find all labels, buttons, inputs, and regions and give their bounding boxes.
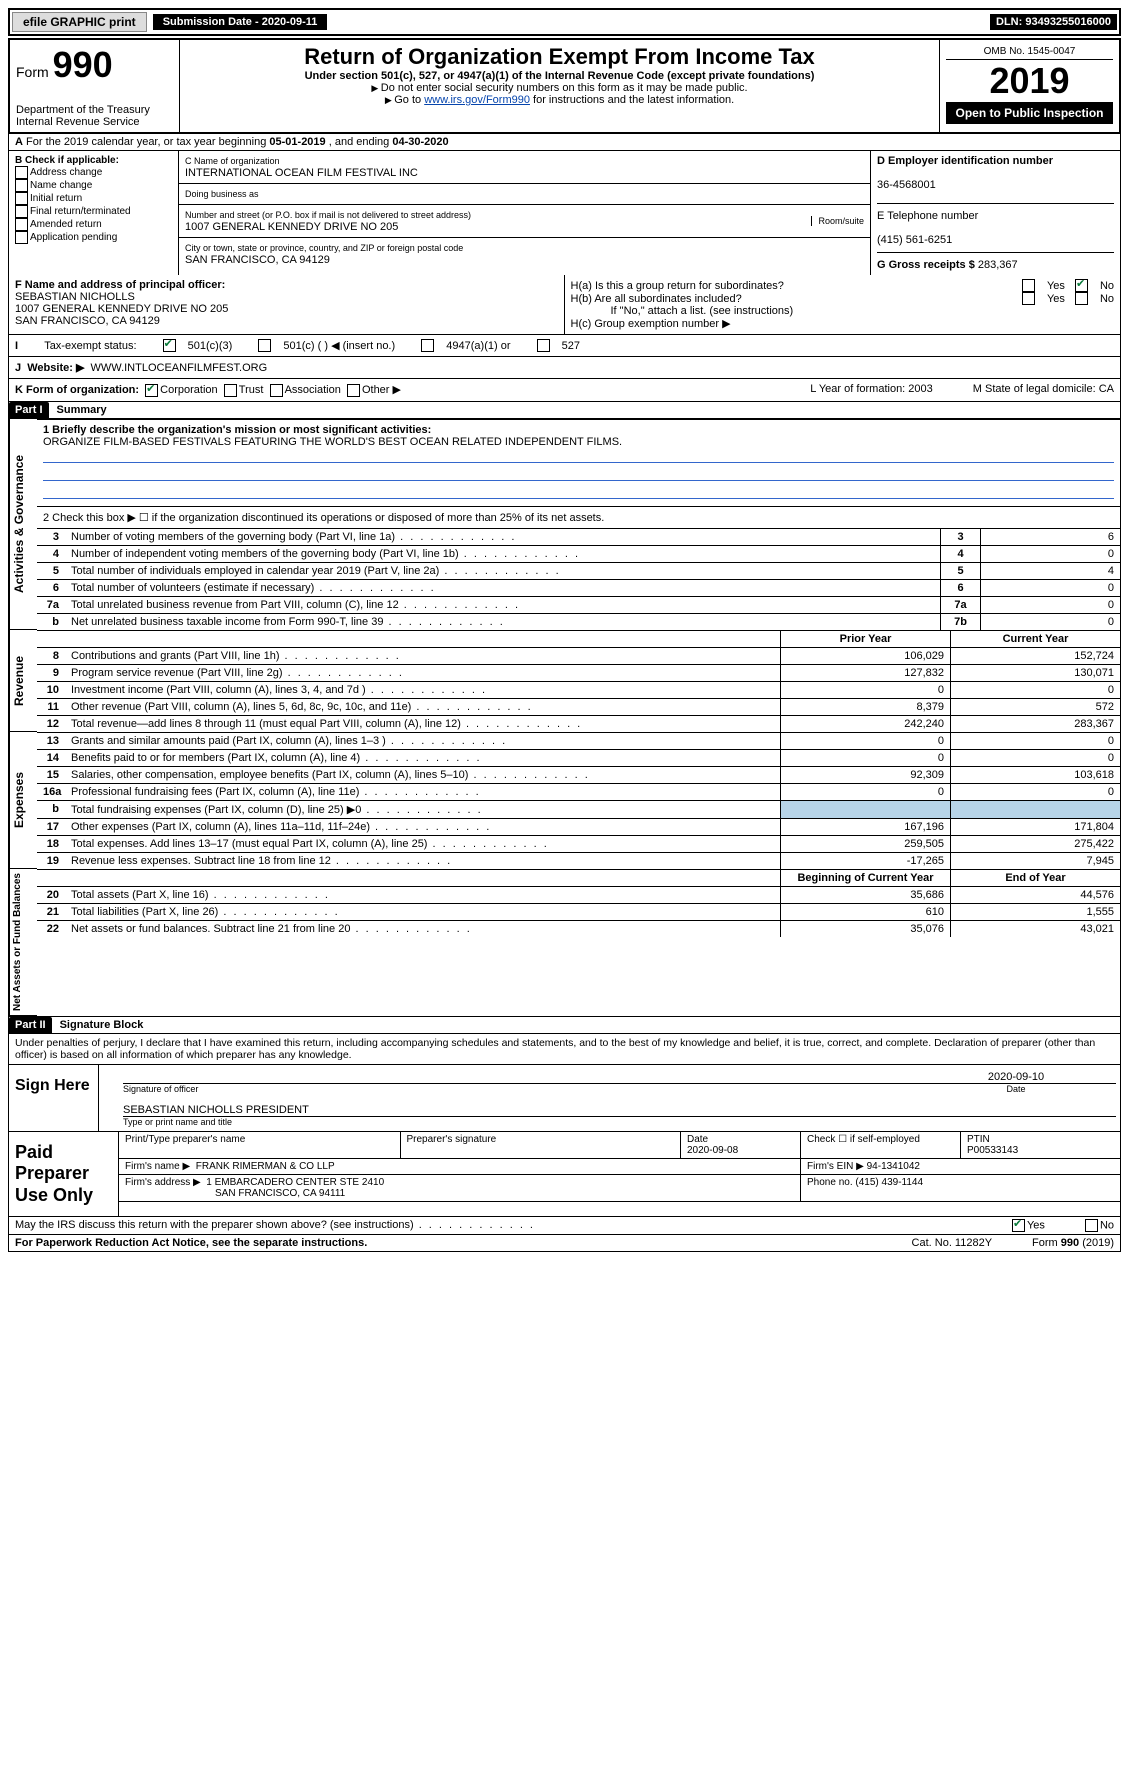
- state-domicile: M State of legal domicile: CA: [973, 383, 1114, 397]
- table-row: 3Number of voting members of the governi…: [37, 528, 1120, 545]
- top-toolbar: efile GRAPHIC print Submission Date - 20…: [8, 8, 1121, 36]
- year-formation: L Year of formation: 2003: [810, 383, 933, 397]
- firm-addr2: SAN FRANCISCO, CA 94111: [215, 1188, 345, 1199]
- table-row: 19Revenue less expenses. Subtract line 1…: [37, 852, 1120, 869]
- form-note1: Do not enter social security numbers on …: [186, 82, 933, 94]
- table-row: 13Grants and similar amounts paid (Part …: [37, 732, 1120, 749]
- sign-here-block: Sign Here 2020-09-10 Signature of office…: [8, 1065, 1121, 1132]
- table-row: bNet unrelated business taxable income f…: [37, 613, 1120, 630]
- table-row: 20Total assets (Part X, line 16)35,68644…: [37, 886, 1120, 903]
- expenses-label: Expenses: [9, 732, 37, 869]
- row-i-tax-status: I Tax-exempt status: 501(c)(3) 501(c) ( …: [8, 335, 1121, 357]
- website-value: WWW.INTLOCEANFILMFEST.ORG: [91, 362, 268, 374]
- summary-revenue: Revenue Prior YearCurrent Year 8Contribu…: [8, 630, 1121, 732]
- part2-header: Part II Signature Block: [8, 1017, 1121, 1034]
- gross-receipts: 283,367: [978, 259, 1018, 271]
- form-note2: Go to www.irs.gov/Form990 for instructio…: [186, 94, 933, 106]
- table-row: 7aTotal unrelated business revenue from …: [37, 596, 1120, 613]
- perjury-declaration: Under penalties of perjury, I declare th…: [8, 1034, 1121, 1065]
- table-row: 22Net assets or fund balances. Subtract …: [37, 920, 1120, 937]
- governance-label: Activities & Governance: [9, 419, 37, 630]
- org-city: SAN FRANCISCO, CA 94129: [185, 254, 330, 266]
- submission-date-badge: Submission Date - 2020-09-11: [153, 14, 328, 30]
- form-number: Form 990: [16, 44, 173, 86]
- firm-ein: 94-1341042: [867, 1161, 920, 1172]
- tax-year: 2019: [946, 60, 1113, 102]
- efile-print-button[interactable]: efile GRAPHIC print: [12, 12, 147, 32]
- table-row: 9Program service revenue (Part VIII, lin…: [37, 664, 1120, 681]
- table-row: 14Benefits paid to or for members (Part …: [37, 749, 1120, 766]
- summary-netassets: Net Assets or Fund Balances Beginning of…: [8, 869, 1121, 1017]
- treasury-label: Department of the Treasury Internal Reve…: [16, 104, 173, 128]
- row-j-website: J Website: ▶ WWW.INTLOCEANFILMFEST.ORG: [8, 357, 1121, 379]
- cat-number: Cat. No. 11282Y: [912, 1237, 993, 1249]
- summary-governance: Activities & Governance 1 Briefly descri…: [8, 419, 1121, 630]
- section-fh: F Name and address of principal officer:…: [8, 275, 1121, 335]
- table-row: 15Salaries, other compensation, employee…: [37, 766, 1120, 783]
- table-row: 6Total number of volunteers (estimate if…: [37, 579, 1120, 596]
- section-a-tax-year: A For the 2019 calendar year, or tax yea…: [8, 134, 1121, 151]
- officer-name: SEBASTIAN NICHOLLS PRESIDENT: [123, 1104, 309, 1116]
- table-row: 16aProfessional fundraising fees (Part I…: [37, 783, 1120, 800]
- preparer-date: 2020-09-08: [687, 1145, 738, 1156]
- table-row: 11Other revenue (Part VIII, column (A), …: [37, 698, 1120, 715]
- box-c: C Name of organization INTERNATIONAL OCE…: [179, 151, 870, 275]
- form-title: Return of Organization Exempt From Incom…: [186, 44, 933, 70]
- box-h: H(a) Is this a group return for subordin…: [565, 275, 1121, 334]
- table-row: 10Investment income (Part VIII, column (…: [37, 681, 1120, 698]
- open-to-public-badge: Open to Public Inspection: [946, 102, 1113, 124]
- org-street: 1007 GENERAL KENNEDY DRIVE NO 205: [185, 221, 398, 233]
- mission-text: ORGANIZE FILM-BASED FESTIVALS FEATURING …: [43, 436, 1114, 448]
- row-klm: K Form of organization: Corporation Trus…: [8, 379, 1121, 402]
- page-footer: For Paperwork Reduction Act Notice, see …: [8, 1235, 1121, 1252]
- table-row: 21Total liabilities (Part X, line 26)610…: [37, 903, 1120, 920]
- form-subtitle: Under section 501(c), 527, or 4947(a)(1)…: [186, 70, 933, 82]
- irs-link[interactable]: www.irs.gov/Form990: [424, 94, 530, 106]
- table-row: 5Total number of individuals employed in…: [37, 562, 1120, 579]
- ptin-value: P00533143: [967, 1145, 1018, 1156]
- box-f: F Name and address of principal officer:…: [9, 275, 565, 334]
- box-b: B Check if applicable: Address change Na…: [9, 151, 179, 275]
- table-row: 4Number of independent voting members of…: [37, 545, 1120, 562]
- table-row: 18Total expenses. Add lines 13–17 (must …: [37, 835, 1120, 852]
- part1-header: Part I Summary: [8, 402, 1121, 419]
- firm-name: FRANK RIMERMAN & CO LLP: [196, 1161, 335, 1172]
- table-row: 8Contributions and grants (Part VIII, li…: [37, 647, 1120, 664]
- ein-value: 36-4568001: [877, 179, 936, 191]
- box-deg: D Employer identification number 36-4568…: [870, 151, 1120, 275]
- firm-addr1: 1 EMBARCADERO CENTER STE 2410: [206, 1177, 384, 1188]
- form-header: Form 990 Department of the Treasury Inte…: [8, 38, 1121, 134]
- dln-badge: DLN: 93493255016000: [990, 14, 1117, 30]
- paid-preparer-block: Paid Preparer Use Only Print/Type prepar…: [8, 1132, 1121, 1218]
- sign-date: 2020-09-10: [916, 1071, 1116, 1083]
- firm-phone: (415) 439-1144: [855, 1177, 923, 1188]
- netassets-label: Net Assets or Fund Balances: [9, 869, 37, 1016]
- form-label: Form 990 (2019): [1032, 1237, 1114, 1249]
- table-row: 17Other expenses (Part IX, column (A), l…: [37, 818, 1120, 835]
- section-bcdeg: B Check if applicable: Address change Na…: [8, 151, 1121, 275]
- revenue-label: Revenue: [9, 630, 37, 732]
- table-row: 12Total revenue—add lines 8 through 11 (…: [37, 715, 1120, 732]
- summary-expenses: Expenses 13Grants and similar amounts pa…: [8, 732, 1121, 869]
- phone-value: (415) 561-6251: [877, 234, 952, 246]
- org-name: INTERNATIONAL OCEAN FILM FESTIVAL INC: [185, 167, 418, 179]
- omb-number: OMB No. 1545-0047: [946, 44, 1113, 60]
- table-row: bTotal fundraising expenses (Part IX, co…: [37, 800, 1120, 818]
- discuss-row: May the IRS discuss this return with the…: [8, 1217, 1121, 1235]
